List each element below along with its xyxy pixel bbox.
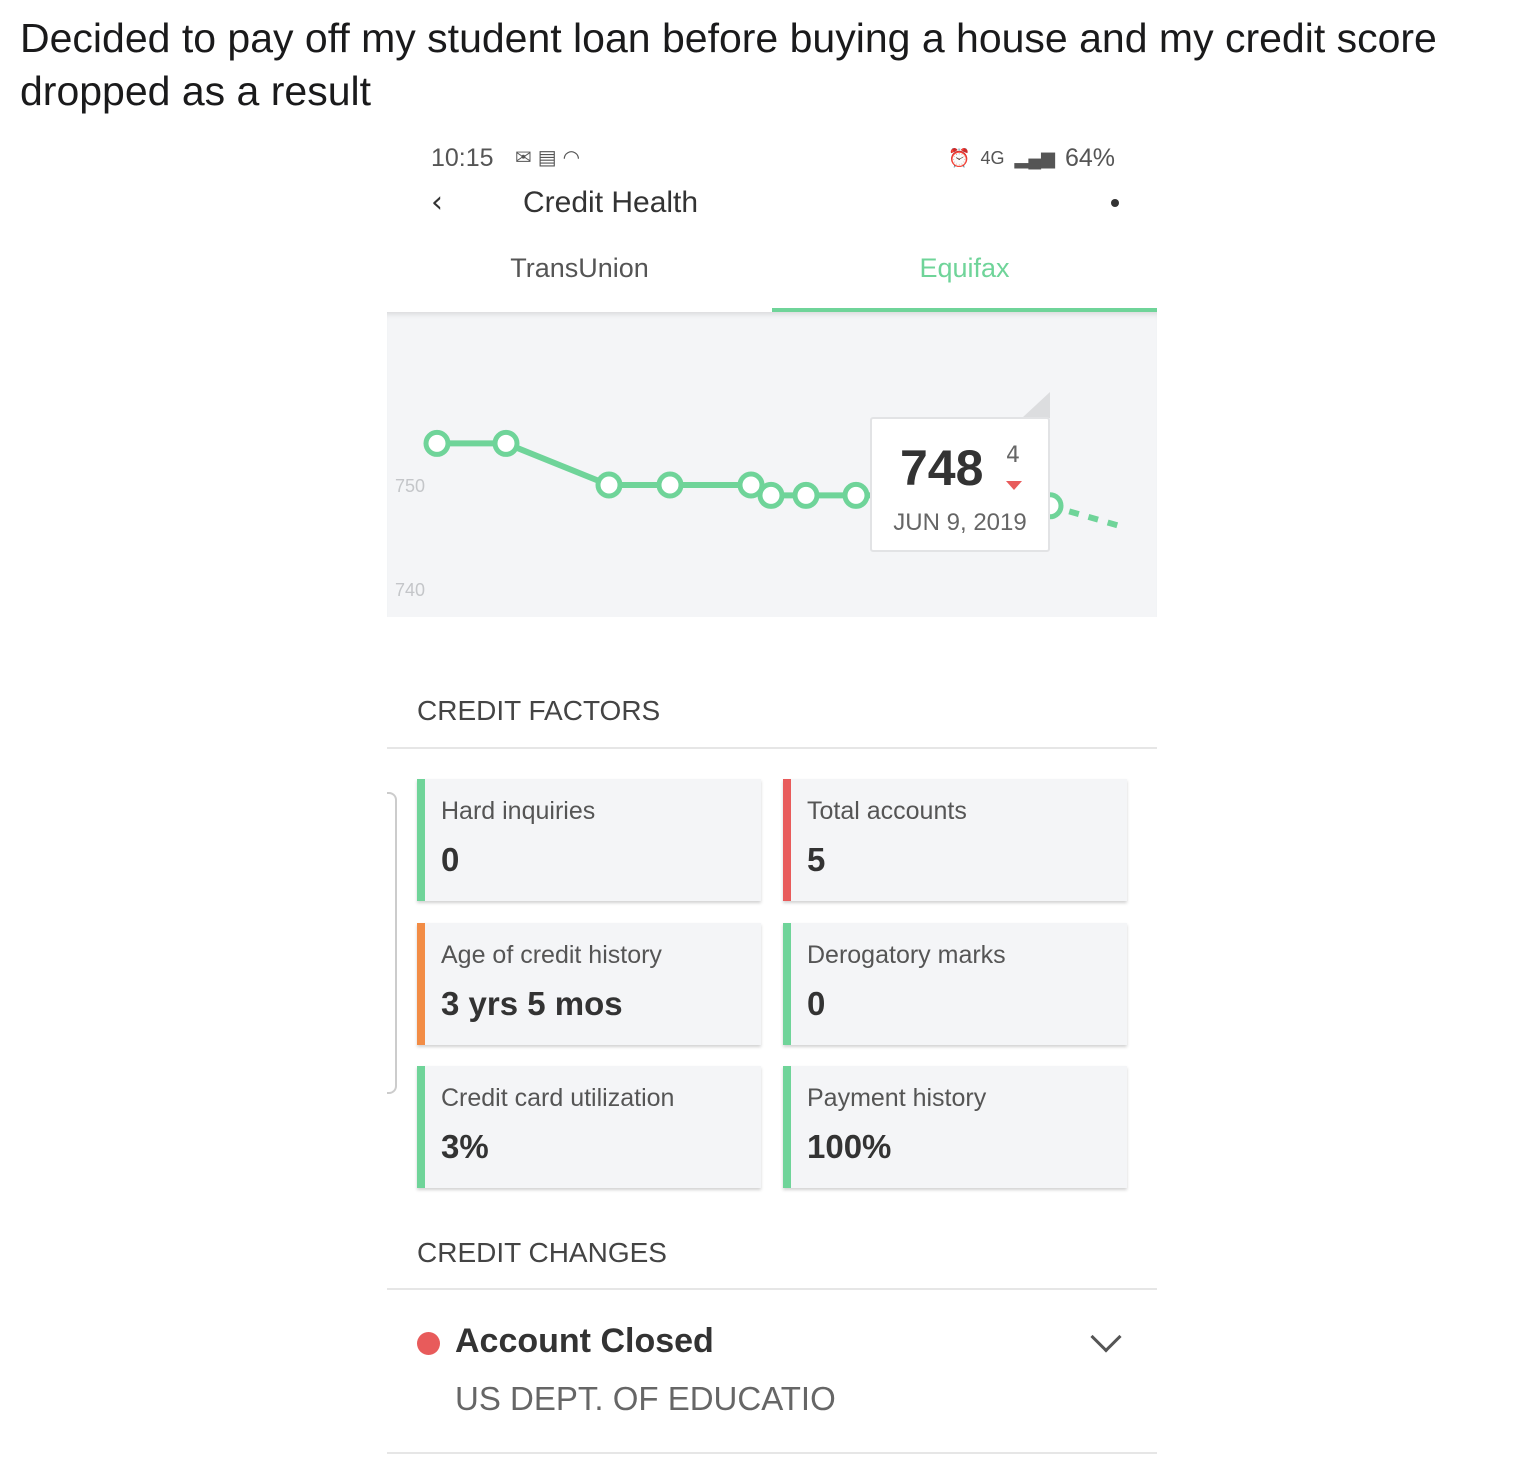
- projected-line: [1049, 502, 1123, 530]
- status-bar: 10:15 ✉▤◠ ⏰ 4G ▂▄▆ 64%: [387, 135, 1157, 179]
- y-tick-label: 750: [395, 476, 425, 496]
- score-point[interactable]: [492, 429, 520, 457]
- score-point[interactable]: [656, 471, 684, 499]
- score-tooltip: 748 4 JUN 9, 2019: [870, 417, 1050, 552]
- credit-factor-card[interactable]: Credit card utilization 3%: [417, 1066, 761, 1188]
- status-right: ⏰ 4G ▂▄▆ 64%: [948, 143, 1115, 173]
- notification-icons: ✉▤◠: [515, 147, 587, 169]
- tooltip-date: JUN 9, 2019: [893, 509, 1027, 536]
- tooltip-change: 4: [1006, 443, 1020, 468]
- divider: [387, 747, 1157, 749]
- tab-transunion[interactable]: TransUnion: [510, 253, 649, 283]
- score-point[interactable]: [842, 481, 870, 509]
- score-point[interactable]: [737, 471, 765, 499]
- signal-icon: ▂▄▆: [1014, 148, 1055, 168]
- tooltip-score: 748: [900, 440, 984, 496]
- factor-label: Hard inquiries: [441, 797, 596, 825]
- score-point[interactable]: [595, 471, 623, 499]
- status-dot: [417, 1332, 440, 1355]
- factor-label: Credit card utilization: [441, 1084, 675, 1112]
- tooltip-pointer: [1022, 392, 1050, 418]
- status-time: 10:15: [431, 144, 494, 172]
- factor-value: 3%: [441, 1128, 489, 1165]
- change-title: Account Closed: [455, 1322, 714, 1360]
- factor-label: Derogatory marks: [807, 941, 1006, 969]
- factor-label: Total accounts: [807, 797, 967, 825]
- credit-factor-card[interactable]: Total accounts 5: [783, 779, 1127, 901]
- credit-factor-card[interactable]: Age of credit history 3 yrs 5 mos: [417, 923, 761, 1045]
- y-tick-label: 740: [395, 580, 425, 600]
- down-arrow-icon: [1006, 481, 1022, 490]
- score-point[interactable]: [792, 481, 820, 509]
- score-chart: 750740730 748 4 JUN 9, 2019: [387, 312, 1157, 617]
- alarm-icon: ⏰: [948, 148, 971, 168]
- app-bar-title: Credit Health: [523, 186, 699, 219]
- factor-value: 5: [807, 841, 826, 878]
- factor-label: Payment history: [807, 1084, 987, 1112]
- post-title: Decided to pay off my student loan befor…: [20, 15, 1437, 114]
- bureau-tabs: TransUnion Equifax: [387, 230, 1157, 312]
- credit-changes-heading: CREDIT CHANGES: [417, 1237, 667, 1268]
- phone-screen: 10:15 ✉▤◠ ⏰ 4G ▂▄▆ 64% ‹ Credit Health T…: [387, 135, 1157, 1462]
- network-icon: 4G: [980, 148, 1005, 168]
- scroll-indicator: [387, 792, 397, 1094]
- factor-value: 3 yrs 5 mos: [441, 985, 623, 1022]
- factor-value: 100%: [807, 1128, 892, 1165]
- score-point[interactable]: [423, 429, 451, 457]
- chevron-down-icon[interactable]: [1090, 1321, 1122, 1353]
- credit-change-item[interactable]: Account Closed US DEPT. OF EDUCATIO: [387, 1290, 1157, 1450]
- credit-factor-card[interactable]: Derogatory marks 0: [783, 923, 1127, 1045]
- more-options-icon[interactable]: [1111, 199, 1119, 207]
- divider: [387, 1288, 1157, 1290]
- credit-factors-heading: CREDIT FACTORS: [417, 695, 661, 726]
- factor-value: 0: [441, 841, 460, 878]
- back-icon[interactable]: ‹: [431, 185, 443, 220]
- factor-label: Age of credit history: [441, 941, 662, 969]
- credit-factor-card[interactable]: Hard inquiries 0: [417, 779, 761, 901]
- wifi-icon: ◠: [562, 147, 587, 169]
- score-point[interactable]: [757, 481, 785, 509]
- divider: [387, 1452, 1157, 1454]
- change-subtitle: US DEPT. OF EDUCATIO: [455, 1380, 836, 1417]
- battery-level: 64%: [1064, 144, 1115, 172]
- credit-factor-card[interactable]: Payment history 100%: [783, 1066, 1127, 1188]
- tab-equifax[interactable]: Equifax: [772, 230, 1157, 312]
- factor-value: 0: [807, 985, 826, 1022]
